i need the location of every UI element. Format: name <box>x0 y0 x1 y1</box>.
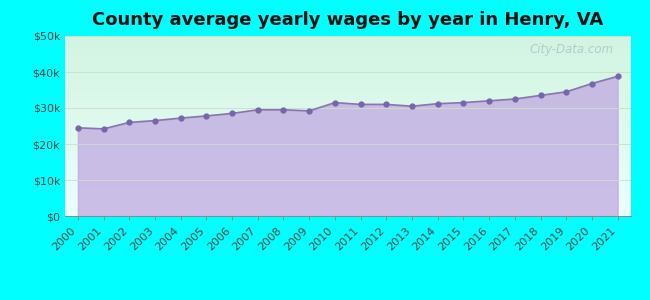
Title: County average yearly wages by year in Henry, VA: County average yearly wages by year in H… <box>92 11 603 29</box>
Text: City-Data.com: City-Data.com <box>529 43 614 56</box>
